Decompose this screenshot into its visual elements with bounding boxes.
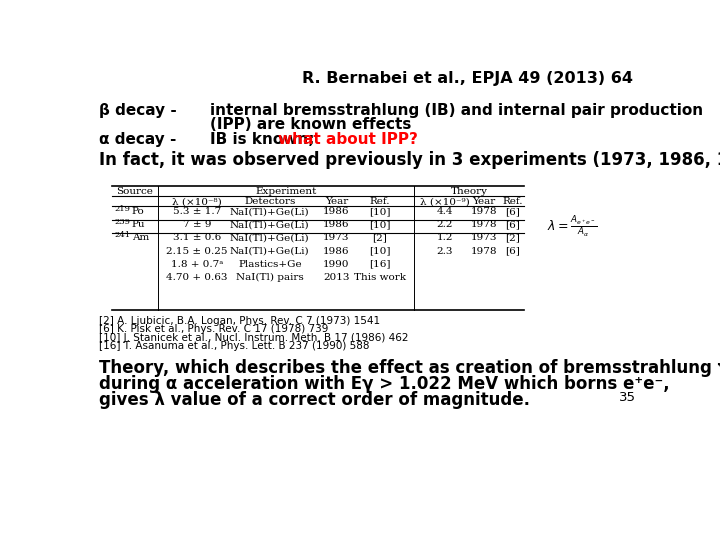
Text: Pu: Pu bbox=[132, 220, 145, 230]
Text: Theory, which describes the effect as creation of bremsstrahlung γ: Theory, which describes the effect as cr… bbox=[99, 359, 720, 377]
Text: gives λ value of a correct order of magnitude.: gives λ value of a correct order of magn… bbox=[99, 392, 531, 409]
Text: λ (×10⁻⁹): λ (×10⁻⁹) bbox=[420, 197, 470, 206]
Text: what about IPP?: what about IPP? bbox=[279, 132, 418, 147]
Text: λ (×10⁻⁸): λ (×10⁻⁸) bbox=[172, 197, 222, 206]
Text: R. Bernabei et al., EPJA 49 (2013) 64: R. Bernabei et al., EPJA 49 (2013) 64 bbox=[302, 71, 632, 86]
Text: [6]: [6] bbox=[505, 220, 520, 230]
Text: NaI(Tl) pairs: NaI(Tl) pairs bbox=[236, 273, 304, 282]
Text: 7 ± 9: 7 ± 9 bbox=[183, 220, 211, 230]
Text: Po: Po bbox=[132, 207, 145, 216]
Text: 1990: 1990 bbox=[323, 260, 350, 268]
Text: 1973: 1973 bbox=[323, 233, 350, 242]
Text: internal bremsstrahlung (IB) and internal pair production: internal bremsstrahlung (IB) and interna… bbox=[210, 103, 703, 118]
Text: Ref.: Ref. bbox=[369, 197, 390, 206]
Text: [6] K. Pisk et al., Phys. Rev. C 17 (1978) 739: [6] K. Pisk et al., Phys. Rev. C 17 (197… bbox=[99, 325, 328, 334]
Text: [16]: [16] bbox=[369, 260, 391, 268]
Text: NaI(Tl)+Ge(Li): NaI(Tl)+Ge(Li) bbox=[230, 233, 310, 242]
Text: NaI(Tl)+Ge(Li): NaI(Tl)+Ge(Li) bbox=[230, 207, 310, 216]
Text: In fact, it was observed previously in 3 experiments (1973, 1986, 1990):: In fact, it was observed previously in 3… bbox=[99, 151, 720, 169]
Text: 4.4: 4.4 bbox=[437, 207, 453, 216]
Text: Source: Source bbox=[117, 187, 153, 196]
Text: during α acceleration with Eγ > 1.022 MeV which borns e⁺e⁻,: during α acceleration with Eγ > 1.022 Me… bbox=[99, 375, 670, 393]
Text: [2] A. Ljubicic, B.A. Logan, Phys. Rev. C 7 (1973) 1541: [2] A. Ljubicic, B.A. Logan, Phys. Rev. … bbox=[99, 316, 380, 326]
Text: [10]: [10] bbox=[369, 220, 391, 230]
Text: 1973: 1973 bbox=[470, 233, 497, 242]
Text: 2.2: 2.2 bbox=[437, 220, 453, 230]
Text: [10]: [10] bbox=[369, 207, 391, 216]
Text: 5.3 ± 1.7: 5.3 ± 1.7 bbox=[173, 207, 221, 216]
Text: 1978: 1978 bbox=[470, 220, 497, 230]
Text: Detectors: Detectors bbox=[244, 197, 295, 206]
Text: α decay -: α decay - bbox=[99, 132, 176, 147]
Text: Year: Year bbox=[325, 197, 348, 206]
Text: [16] T. Asanuma et al., Phys. Lett. B 237 (1990) 588: [16] T. Asanuma et al., Phys. Lett. B 23… bbox=[99, 341, 370, 351]
Text: NaI(Tl)+Ge(Li): NaI(Tl)+Ge(Li) bbox=[230, 220, 310, 230]
Text: (IPP) are known effects: (IPP) are known effects bbox=[210, 117, 412, 132]
Text: Experiment: Experiment bbox=[256, 187, 317, 196]
Text: 241: 241 bbox=[114, 231, 130, 239]
Text: 219: 219 bbox=[114, 205, 130, 213]
Text: 4.70 + 0.63: 4.70 + 0.63 bbox=[166, 273, 228, 282]
Text: 35: 35 bbox=[619, 392, 636, 404]
Text: Plastics+Ge: Plastics+Ge bbox=[238, 260, 302, 268]
Text: 239: 239 bbox=[114, 218, 130, 226]
Text: Ref.: Ref. bbox=[502, 197, 523, 206]
Text: 1978: 1978 bbox=[470, 207, 497, 216]
Text: Year: Year bbox=[472, 197, 495, 206]
Text: 1986: 1986 bbox=[323, 220, 350, 230]
Text: [6]: [6] bbox=[505, 247, 520, 255]
Text: 2.15 ± 0.25: 2.15 ± 0.25 bbox=[166, 247, 228, 255]
Text: β decay -: β decay - bbox=[99, 103, 177, 118]
Text: 2.3: 2.3 bbox=[437, 247, 453, 255]
Text: 1.2: 1.2 bbox=[437, 233, 453, 242]
Text: 1.8 + 0.7ᵃ: 1.8 + 0.7ᵃ bbox=[171, 260, 223, 268]
Text: Theory: Theory bbox=[451, 187, 487, 196]
Text: Am: Am bbox=[132, 233, 149, 242]
Text: [2]: [2] bbox=[372, 233, 387, 242]
Text: 1978: 1978 bbox=[470, 247, 497, 255]
Text: NaI(Tl)+Ge(Li): NaI(Tl)+Ge(Li) bbox=[230, 247, 310, 255]
Text: [10] J. Stanicek et al., Nucl. Instrum. Meth. B 17 (1986) 462: [10] J. Stanicek et al., Nucl. Instrum. … bbox=[99, 333, 409, 343]
Text: This work: This work bbox=[354, 273, 406, 282]
Text: [6]: [6] bbox=[505, 207, 520, 216]
Text: 1986: 1986 bbox=[323, 207, 350, 216]
Text: 2013: 2013 bbox=[323, 273, 350, 282]
Text: [10]: [10] bbox=[369, 247, 391, 255]
Text: IB is known;: IB is known; bbox=[210, 132, 320, 147]
Text: 1986: 1986 bbox=[323, 247, 350, 255]
Text: $\lambda = \frac{A_{e^+e^-}}{A_\alpha}$: $\lambda = \frac{A_{e^+e^-}}{A_\alpha}$ bbox=[547, 214, 598, 239]
Text: 3.1 ± 0.6: 3.1 ± 0.6 bbox=[173, 233, 221, 242]
Text: [2]: [2] bbox=[505, 233, 520, 242]
